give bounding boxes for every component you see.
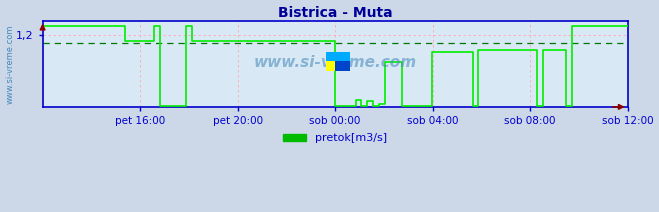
Legend: pretok[m3/s]: pretok[m3/s]	[279, 129, 391, 148]
Text: www.si-vreme.com: www.si-vreme.com	[254, 54, 416, 70]
FancyBboxPatch shape	[326, 52, 350, 61]
Y-axis label: www.si-vreme.com: www.si-vreme.com	[5, 24, 14, 103]
Title: Bistrica - Muta: Bistrica - Muta	[278, 6, 392, 20]
FancyBboxPatch shape	[335, 52, 350, 71]
FancyBboxPatch shape	[326, 52, 341, 71]
